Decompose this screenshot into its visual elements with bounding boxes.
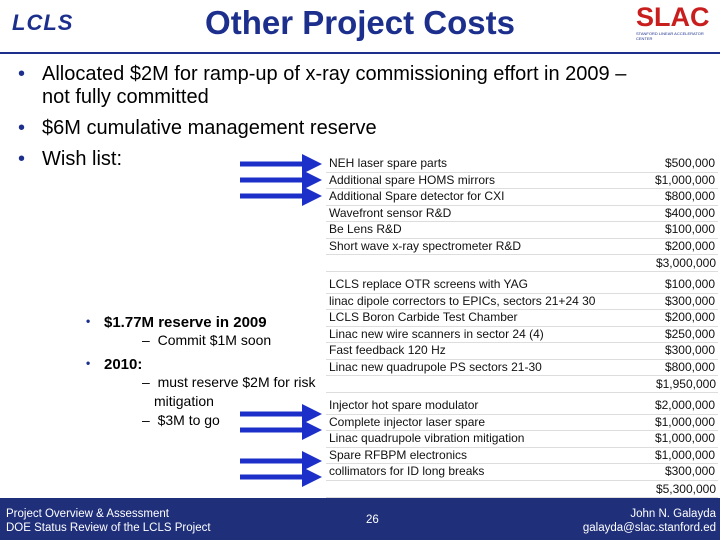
table-row: Fast feedback 120 Hz $300,000	[326, 343, 718, 360]
sub-item: $3M to go	[104, 411, 316, 430]
group-total: $3,000,000	[326, 255, 718, 272]
item-name: Wavefront sensor R&D	[329, 205, 452, 220]
table-row: Additional spare HOMS mirrors $1,000,000	[326, 172, 718, 189]
table-row: Spare RFBPM electronics $1,000,000	[326, 447, 718, 464]
footer-right: John N. Galayda galayda@slac.stanford.ed	[583, 507, 716, 535]
item-name: Complete injector laser spare	[329, 414, 486, 429]
item-cost: $250,000	[664, 326, 715, 341]
title: Other Project Costs	[205, 4, 515, 41]
table-row: Complete injector laser spare $1,000,000	[326, 414, 718, 431]
item-cost: $1,000,000	[654, 172, 715, 187]
item-cost: $300,000	[664, 464, 715, 478]
item-cost: $2,000,000	[654, 398, 715, 412]
logo-subtitle: STANFORD LINEAR ACCELERATOR CENTER	[636, 31, 704, 41]
table-row: NEH laser spare parts $500,000	[326, 156, 718, 173]
item-cost: $800,000	[664, 189, 715, 203]
logo-left: LCLS	[12, 10, 74, 35]
cost-table: NEH laser spare parts $500,000 Additional …	[326, 156, 718, 498]
item-cost: $300,000	[664, 343, 715, 357]
table-row: LCLS Boron Carbide Test Chamber $200,000	[326, 310, 718, 327]
bullet: Allocated $2M for ramp-up of x-ray commi…	[18, 63, 658, 109]
item-name: Short wave x-ray spectrometer R&D	[329, 238, 522, 253]
footer-left: Project Overview & Assessment DOE Status …	[6, 507, 211, 535]
item-cost: $1,000,000	[654, 431, 715, 445]
table-row: Wavefront sensor R&D $400,000	[326, 205, 718, 222]
sub-bullet: 2010:must reserve $2M for risk mitigatio…	[86, 356, 316, 430]
item-name: linac dipole correctors to EPICs, sector…	[329, 293, 596, 308]
item-name: Linac new wire scanners in sector 24 (4)	[329, 326, 544, 341]
item-cost: $100,000	[664, 222, 715, 236]
table-row: LCLS replace OTR screens with YAG $100,00…	[326, 277, 718, 294]
item-cost: $1,000,000	[654, 447, 715, 462]
table-row: Short wave x-ray spectrometer R&D $200,00…	[326, 238, 718, 255]
group-total: $5,300,000	[326, 481, 718, 498]
item-cost: $200,000	[664, 238, 715, 253]
footer-line: galayda@slac.stanford.ed	[582, 522, 716, 534]
table-row: Linac new quadrupole PS sectors 21-30 $80…	[326, 359, 718, 376]
item-cost: $100,000	[664, 277, 715, 291]
sub-item: Commit $1M soon	[104, 331, 316, 350]
item-name: Injector hot spare modulator	[329, 398, 479, 412]
group-total: $1,950,000	[326, 376, 718, 393]
item-name: LCLS replace OTR screens with YAG	[329, 277, 528, 291]
item-cost: $800,000	[664, 359, 715, 374]
footer-line: DOE Status Review of the LCLS Project	[6, 522, 211, 534]
bullet-list: Allocated $2M for ramp-up of x-ray commi…	[18, 63, 658, 179]
page-number: 26	[366, 514, 379, 526]
item-cost: $500,000	[664, 156, 715, 170]
sub-bullet-text: 2010:	[104, 356, 143, 373]
item-name: Be Lens R&D	[329, 222, 402, 236]
item-name: NEH laser spare parts	[329, 156, 448, 170]
item-cost: $1,000,000	[654, 414, 715, 429]
table-row: Linac new wire scanners in sector 24 (4)…	[326, 326, 718, 343]
header-rule	[0, 52, 720, 54]
table-row: Linac quadrupole vibration mitigation $1,…	[326, 431, 718, 448]
table-row: linac dipole correctors to EPICs, sector…	[326, 293, 718, 310]
bullet: Wish list:	[18, 148, 658, 171]
item-name: Spare RFBPM electronics	[329, 447, 468, 462]
footer-line: John N. Galayda	[630, 508, 716, 520]
item-name: collimators for ID long breaks	[329, 464, 485, 478]
table-row: collimators for ID long breaks $300,000	[326, 464, 718, 481]
item-name: Linac quadrupole vibration mitigation	[329, 431, 525, 445]
logo-right: SLAC	[636, 2, 710, 32]
table-row: Additional Spare detector for CXI $800,00…	[326, 189, 718, 206]
item-name: Fast feedback 120 Hz	[329, 343, 446, 357]
sub-bullets: $1.77M reserve in 2009Commit $1M soon 201…	[86, 308, 316, 430]
item-cost: $200,000	[664, 310, 715, 324]
item-cost: $300,000	[664, 293, 715, 308]
item-name: Linac new quadrupole PS sectors 21-30	[329, 359, 542, 374]
item-name: Additional spare HOMS mirrors	[329, 172, 496, 187]
footer: Project Overview & Assessment DOE Status …	[0, 498, 720, 540]
item-name: Additional Spare detector for CXI	[329, 189, 505, 203]
item-name: LCLS Boron Carbide Test Chamber	[329, 310, 518, 324]
bullet: $6M cumulative management reserve	[18, 117, 658, 140]
item-cost: $400,000	[664, 205, 715, 220]
sub-bullet-text: $1.77M reserve in 2009	[104, 314, 267, 331]
sub-item: must reserve $2M for risk mitigation	[104, 373, 316, 411]
table-row: Be Lens R&D $100,000	[326, 222, 718, 239]
footer-line: Project Overview & Assessment	[6, 508, 169, 520]
table-row: Injector hot spare modulator $2,000,000	[326, 398, 718, 415]
sub-bullet: $1.77M reserve in 2009Commit $1M soon	[86, 314, 316, 350]
